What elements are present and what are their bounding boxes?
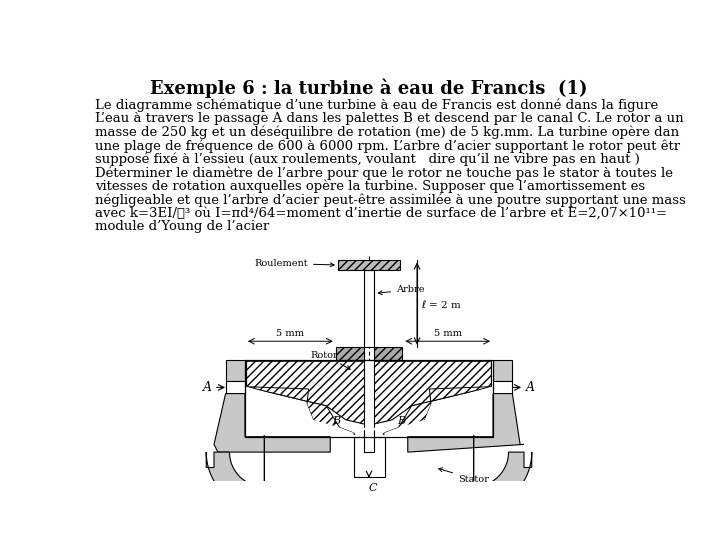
Text: $\ell$ = 2 m: $\ell$ = 2 m — [421, 298, 462, 309]
Text: C: C — [369, 483, 377, 493]
Polygon shape — [383, 387, 492, 434]
Text: Exemple 6 : la turbine à eau de Francis  (1): Exemple 6 : la turbine à eau de Francis … — [150, 79, 588, 98]
Polygon shape — [225, 381, 245, 394]
Text: masse de 250 kg et un déséquilibre de rotation (me) de 5 kg.mm. La turbine opère: masse de 250 kg et un déséquilibre de ro… — [96, 126, 680, 139]
Text: vitesses de rotation auxquelles opère la turbine. Supposer que l’amortissement e: vitesses de rotation auxquelles opère la… — [96, 179, 646, 193]
Polygon shape — [493, 381, 513, 394]
Text: 5 mm: 5 mm — [433, 329, 462, 338]
Bar — [364, 271, 374, 347]
Bar — [245, 360, 493, 437]
Polygon shape — [206, 394, 264, 510]
Text: avec k=3EI/ℓ³ où I=πd⁴/64=moment d’inertie de surface de l’arbre et E=2,07×10¹¹=: avec k=3EI/ℓ³ où I=πd⁴/64=moment d’inert… — [96, 206, 667, 219]
Text: B: B — [397, 416, 405, 426]
Text: A: A — [202, 381, 212, 394]
Text: L’eau à travers le passage A dans les palettes B et descend par le canal C. Le r: L’eau à travers le passage A dans les pa… — [96, 112, 684, 125]
Polygon shape — [225, 360, 245, 381]
Text: module d’Young de l’acier: module d’Young de l’acier — [96, 220, 270, 233]
Polygon shape — [246, 387, 355, 434]
Text: supposé fixé à l’essieu (aux roulements, voulant   dire qu’il ne vibre pas en ha: supposé fixé à l’essieu (aux roulements,… — [96, 153, 640, 166]
Polygon shape — [214, 394, 330, 452]
Polygon shape — [493, 360, 513, 381]
Text: B: B — [333, 416, 341, 426]
Polygon shape — [246, 387, 492, 435]
Bar — [374, 347, 402, 360]
Text: Stator: Stator — [438, 468, 489, 483]
Bar — [336, 347, 364, 360]
Polygon shape — [246, 361, 492, 425]
Polygon shape — [408, 394, 524, 452]
Bar — [245, 360, 493, 437]
Text: négligeable et que l’arbre d’acier peut-être assimilée à une poutre supportant u: négligeable et que l’arbre d’acier peut-… — [96, 193, 686, 206]
Text: Le diagramme schématique d’une turbine à eau de Francis est donné dans la figure: Le diagramme schématique d’une turbine à… — [96, 99, 659, 112]
Polygon shape — [474, 394, 532, 510]
Text: une plage de fréquence de 600 à 6000 rpm. L’arbre d’acier supportant le rotor pe: une plage de fréquence de 600 à 6000 rpm… — [96, 139, 680, 153]
Text: Rotor: Rotor — [311, 350, 350, 369]
Text: Roulement: Roulement — [254, 259, 334, 268]
Text: Arbre: Arbre — [378, 285, 425, 295]
Bar — [338, 260, 400, 271]
Bar — [364, 360, 374, 452]
Bar — [354, 437, 384, 477]
Text: 5 mm: 5 mm — [276, 329, 305, 338]
Text: Déterminer le diamètre de l’arbre pour que le rotor ne touche pas le stator à to: Déterminer le diamètre de l’arbre pour q… — [96, 166, 673, 180]
Text: A: A — [526, 381, 536, 394]
